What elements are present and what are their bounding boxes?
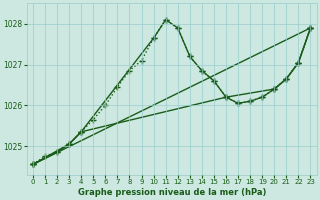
X-axis label: Graphe pression niveau de la mer (hPa): Graphe pression niveau de la mer (hPa) bbox=[77, 188, 266, 197]
